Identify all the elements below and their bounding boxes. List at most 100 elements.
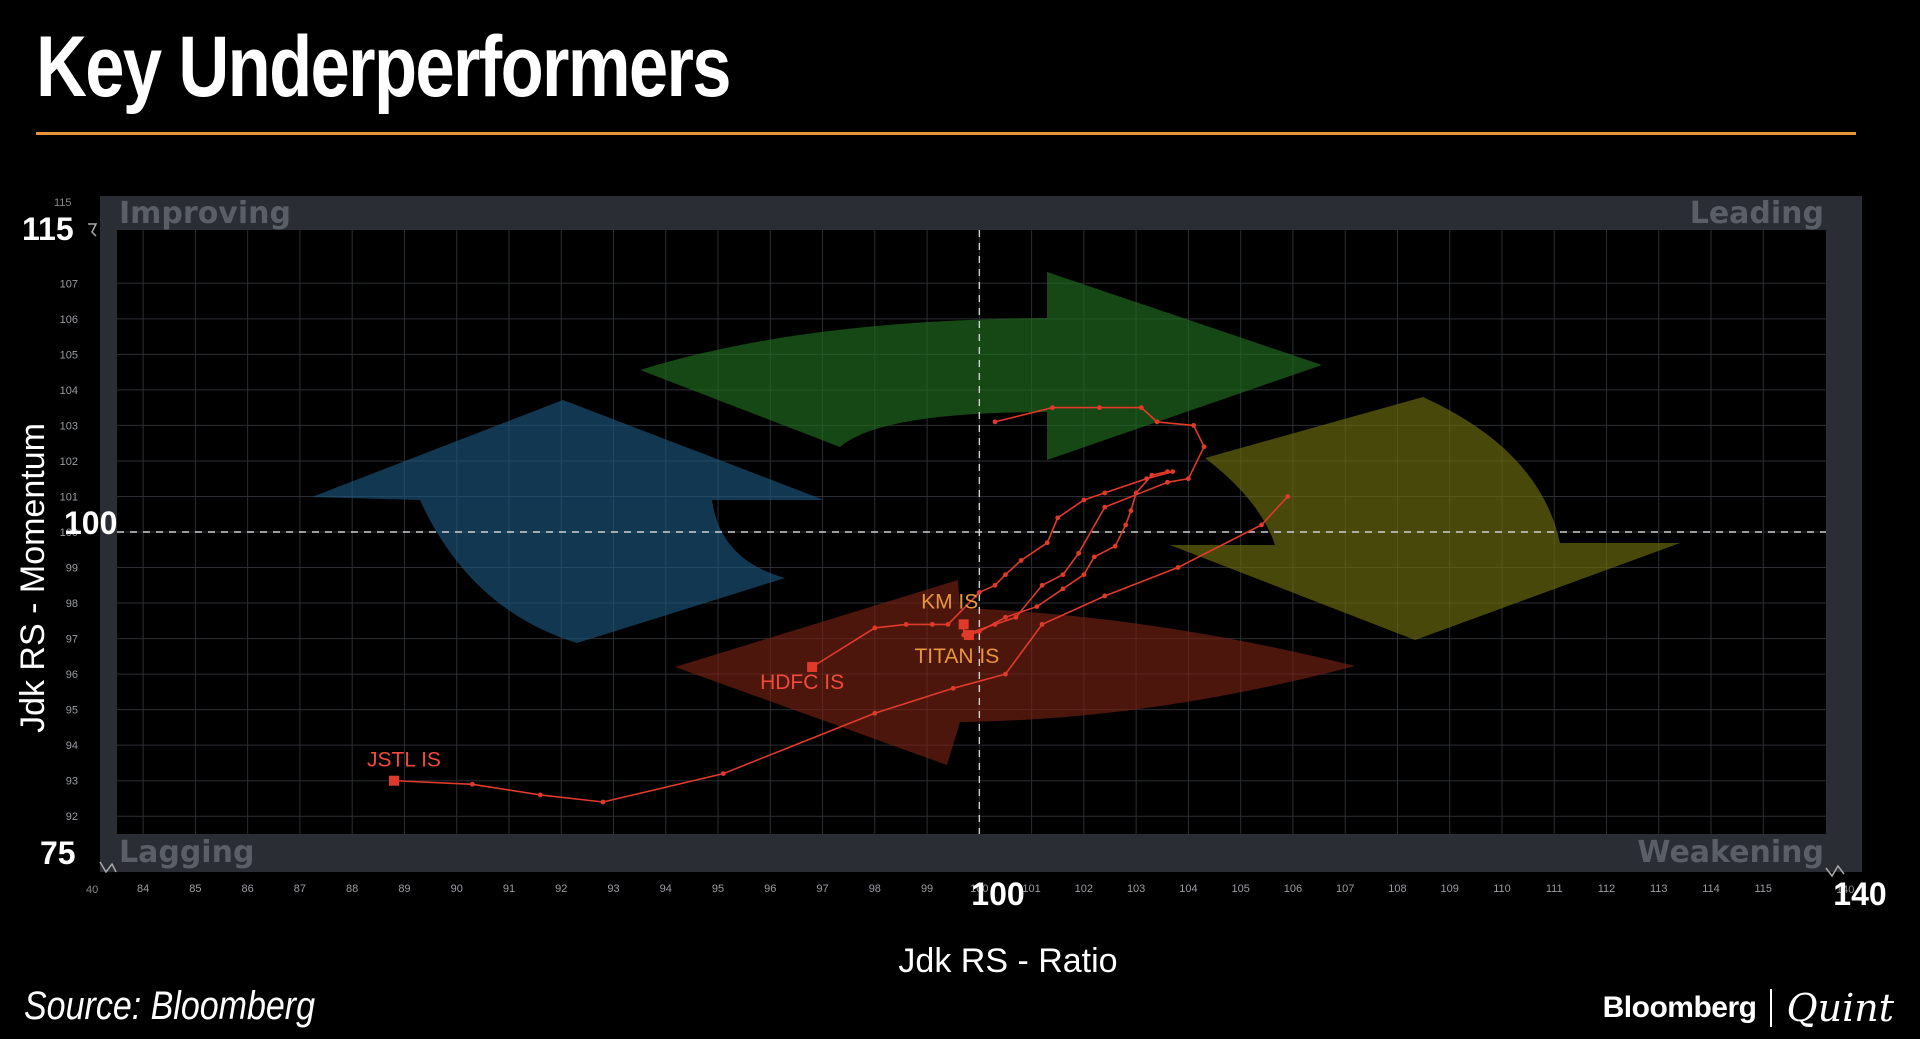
logo-separator	[1770, 989, 1773, 1027]
series-point	[1060, 572, 1066, 578]
x-tick-label: 106	[1284, 883, 1302, 895]
y-tick-label: 107	[60, 278, 78, 290]
x-tick-label: 93	[607, 883, 619, 895]
series-point	[1259, 522, 1264, 528]
x-tick-label: 87	[294, 883, 306, 895]
x-tick-label: 92	[555, 883, 567, 895]
x-axis-right-label: 140	[1833, 876, 1886, 912]
y-tick-label: 103	[60, 420, 78, 432]
x-tick-label: 111	[1546, 883, 1563, 895]
quadrant-label-leading: Leading	[1690, 196, 1824, 231]
series-point	[1285, 494, 1291, 499]
y-tick-label: 106	[60, 314, 78, 326]
x-tick-label: 103	[1127, 883, 1145, 895]
series-point	[992, 582, 998, 588]
y-tick-label: 101	[60, 491, 78, 503]
x-tick-label: 102	[1075, 883, 1093, 895]
series-point	[872, 710, 878, 716]
series-trails	[388, 405, 1291, 805]
center-lines	[117, 230, 1826, 834]
series-point	[537, 792, 543, 798]
title-divider	[36, 132, 1856, 135]
series-endpoint	[963, 630, 974, 641]
series-label-hdfc-is: HDFC IS	[760, 671, 844, 694]
series-point	[1039, 621, 1045, 627]
logo-quint: Quint	[1786, 986, 1894, 1030]
y-axis-title: Jdk RS - Momentum	[14, 423, 52, 733]
weakening-arrow	[1170, 397, 1680, 640]
x-tick-label: 108	[1388, 883, 1406, 895]
x-tick-label: 112	[1598, 883, 1616, 895]
axis-ticks: 84 85 86 87 88 89 90 91 92 93 94 95 96 97 98 99 100 101 10…	[60, 278, 1772, 895]
series-point	[1055, 515, 1061, 521]
series-point	[1123, 522, 1129, 528]
y-axis-top-label: 115	[22, 211, 74, 247]
series-point	[1039, 582, 1045, 588]
y-tick-label: 100	[60, 527, 78, 539]
x-tick-label: 109	[1441, 883, 1459, 895]
x-tick-label: 115	[1755, 883, 1773, 895]
series-point	[945, 621, 951, 627]
x-center-label: 100	[971, 876, 1024, 912]
series-point	[1175, 565, 1181, 570]
leading-arrow	[640, 272, 1322, 460]
series-point	[976, 629, 982, 634]
x-axis-left-label: 40	[86, 884, 98, 896]
y-axis-break-top	[88, 223, 98, 237]
series-point	[1018, 558, 1024, 563]
x-tick-label: 99	[921, 883, 933, 895]
series-point	[1154, 419, 1160, 425]
page-title: Key Underperformers	[36, 19, 732, 115]
x-tick-label: 84	[137, 883, 149, 895]
series-point	[1149, 472, 1155, 478]
series-point	[600, 799, 606, 805]
series-point	[1076, 550, 1082, 556]
y-tick-label: 104	[60, 385, 78, 397]
series-endpoint	[807, 662, 818, 673]
x-tick-label: 89	[398, 883, 410, 895]
series-endpoint	[958, 619, 969, 630]
x-tick-label: 100	[970, 883, 988, 895]
series-point	[1003, 572, 1008, 578]
series-point	[469, 781, 475, 787]
rotation-arrows	[312, 272, 1680, 765]
series-point	[992, 419, 998, 425]
y-tick-label: 99	[66, 563, 78, 575]
x-axis-right-small-label: 140	[1836, 884, 1854, 896]
y-tick-label: 92	[66, 811, 78, 823]
series-point	[1112, 543, 1118, 549]
x-tick-label: 101	[1022, 883, 1040, 895]
series-point	[929, 621, 935, 627]
series-point	[1102, 490, 1108, 496]
series-point	[1081, 497, 1087, 503]
series-point	[1170, 469, 1176, 474]
x-tick-label: 96	[764, 883, 776, 895]
series-point	[1050, 405, 1055, 411]
series-point	[1185, 476, 1191, 482]
series-point	[1003, 671, 1008, 677]
series-point	[1060, 586, 1066, 592]
series-label-km-is: KM IS	[921, 590, 978, 613]
logo-bloomberg: Bloomberg	[1602, 991, 1757, 1024]
series-point	[1081, 572, 1087, 578]
quadrant-label-weakening: Weakening	[1637, 835, 1824, 870]
x-tick-label: 113	[1650, 883, 1668, 895]
series-point	[1044, 540, 1050, 546]
x-axis-title: Jdk RS - Ratio	[898, 942, 1117, 980]
y-axis-break-bottom	[99, 861, 117, 874]
series-point	[1133, 490, 1139, 496]
y-center-label: 100	[64, 505, 117, 541]
quadrant-label-improving: Improving	[119, 196, 291, 231]
series-point	[1102, 504, 1108, 510]
series-point	[1091, 554, 1097, 560]
x-tick-label: 91	[503, 883, 515, 895]
series-label-jstl-is: JSTL IS	[367, 749, 441, 772]
x-tick-label: 88	[346, 883, 358, 895]
y-axis-bottom-label: 75	[40, 835, 76, 871]
series-point	[950, 685, 956, 691]
x-tick-label: 85	[189, 883, 201, 895]
y-tick-label: 98	[66, 598, 78, 610]
series-point	[1034, 604, 1040, 610]
series-point	[1013, 614, 1019, 620]
series-point	[872, 625, 878, 631]
